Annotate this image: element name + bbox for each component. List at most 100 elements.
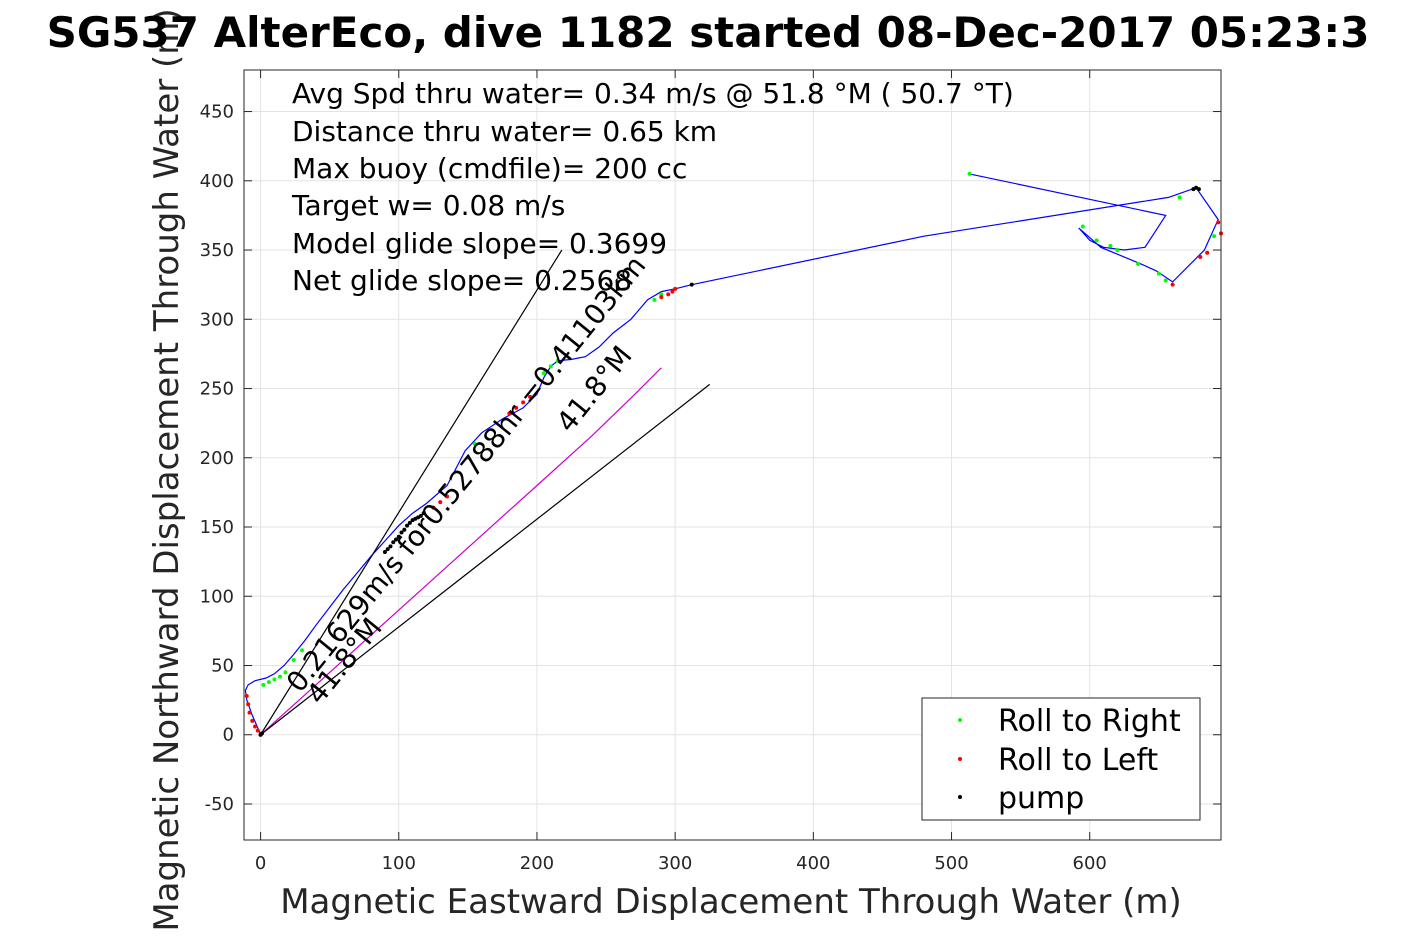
point-roll-to-right (1115, 248, 1120, 253)
chart-title: SG537 AlterEco, dive 1182 started 08-Dec… (47, 8, 1370, 57)
point-roll-to-left (431, 505, 436, 510)
info-line-net-glide: Net glide slope= 0.2568 (292, 264, 632, 297)
point-roll-to-left (666, 292, 671, 297)
point-roll-to-right (472, 441, 477, 446)
point-roll-to-left (247, 710, 252, 715)
x-tick-label: 200 (520, 853, 554, 874)
point-roll-to-right (272, 677, 277, 682)
point-roll-to-right (277, 674, 282, 679)
point-roll-to-right (300, 648, 305, 653)
point-roll-to-left (1170, 282, 1175, 287)
point-roll-to-left (1198, 254, 1203, 259)
point-roll-to-right (1136, 261, 1141, 266)
series-layer (244, 171, 1223, 737)
point-pump (405, 523, 410, 528)
point-pump (421, 511, 426, 516)
info-line-avg-speed: Avg Spd thru water= 0.34 m/s @ 51.8 °M (… (292, 77, 1014, 110)
point-roll-to-right (1212, 234, 1217, 239)
y-tick-label: 400 (200, 171, 234, 192)
point-pump (394, 537, 399, 542)
point-pump (407, 520, 412, 525)
x-tick-label: 300 (658, 853, 692, 874)
point-roll-to-right (1108, 243, 1113, 248)
point-roll-to-right (652, 297, 657, 302)
y-tick-label: 350 (200, 240, 234, 261)
point-roll-to-right (266, 680, 271, 685)
point-pump (388, 544, 393, 549)
info-line-distance: Distance thru water= 0.65 km (292, 115, 717, 148)
y-axis-label: Magnetic Northward Displacement Through … (147, 8, 187, 931)
point-pump (402, 527, 407, 532)
x-tick-label: 0 (255, 853, 266, 874)
point-roll-to-left (445, 494, 450, 499)
point-roll-to-right (555, 358, 560, 363)
info-line-max-buoy: Max buoy (cmdfile)= 200 cc (292, 152, 687, 185)
point-roll-to-left (670, 289, 675, 294)
y-tick-label: 250 (200, 379, 234, 400)
legend-box (921, 697, 1201, 821)
point-roll-to-right (541, 371, 546, 376)
point-roll-to-left (507, 411, 512, 416)
series-track (244, 173, 1219, 735)
point-roll-to-right (548, 364, 553, 369)
point-roll-to-left (521, 400, 526, 405)
point-roll-to-right (1094, 238, 1099, 243)
series-heading-line-magenta- (260, 367, 662, 736)
point-roll-to-right (1080, 224, 1085, 229)
point-roll-to-left (246, 702, 251, 707)
y-tick-label: 50 (211, 656, 234, 677)
point-roll-to-left (1205, 250, 1210, 255)
point-roll-to-left (514, 405, 519, 410)
legend-marker-roll-right (958, 718, 962, 722)
legend-label-roll-left: Roll to Left (998, 743, 1158, 778)
point-pump (385, 547, 390, 552)
point-pump (1196, 187, 1201, 192)
point-pump (396, 534, 401, 539)
point-roll-to-right (465, 455, 470, 460)
point-pump (259, 731, 264, 736)
point-roll-to-left (255, 728, 260, 733)
legend: Roll to Right Roll to Left pump (921, 697, 1201, 821)
point-roll-to-left (659, 295, 664, 300)
x-tick-label: 100 (382, 853, 416, 874)
point-pump (391, 540, 396, 545)
point-roll-to-left (250, 718, 255, 723)
point-roll-to-right (283, 670, 288, 675)
point-roll-to-left (673, 286, 678, 291)
point-pump (382, 549, 387, 554)
point-pump (689, 282, 694, 287)
y-tick-label: 200 (200, 448, 234, 469)
point-roll-to-left (1216, 220, 1221, 225)
glide-wedge-line (260, 383, 711, 736)
point-roll-to-left (253, 724, 258, 729)
y-tick-label: 450 (200, 102, 234, 123)
y-tick-label: 0 (223, 725, 234, 746)
point-roll-to-right (291, 657, 296, 662)
legend-marker-pump (958, 795, 962, 799)
y-tick-label: -50 (205, 794, 234, 815)
point-roll-to-right (1177, 195, 1182, 200)
glide-wedge-line (260, 249, 563, 736)
x-tick-label: 500 (934, 853, 968, 874)
y-tick-label: 100 (200, 586, 234, 607)
y-tick-label: 150 (200, 517, 234, 538)
point-roll-to-left (244, 693, 249, 698)
point-pump (399, 530, 404, 535)
y-tick-label: 300 (200, 309, 234, 330)
plot-frame (243, 69, 1222, 841)
x-tick-label: 400 (796, 853, 830, 874)
legend-label-roll-right: Roll to Right (998, 704, 1181, 739)
x-tick-label: 600 (1073, 853, 1107, 874)
point-roll-to-right (261, 682, 266, 687)
ticks: 0 100 200 300 400 500 600 -50 0 50 100 150 200 250 300… (200, 70, 1221, 874)
point-roll-to-right (1156, 271, 1161, 276)
point-roll-to-right (967, 171, 972, 176)
legend-label-pump: pump (998, 781, 1084, 816)
point-roll-to-left (528, 394, 533, 399)
point-roll-to-right (659, 292, 664, 297)
x-axis-label: Magnetic Eastward Displacement Through W… (280, 882, 1182, 922)
grid (244, 70, 1221, 840)
legend-marker-roll-left (958, 757, 962, 761)
point-pump (418, 513, 423, 518)
